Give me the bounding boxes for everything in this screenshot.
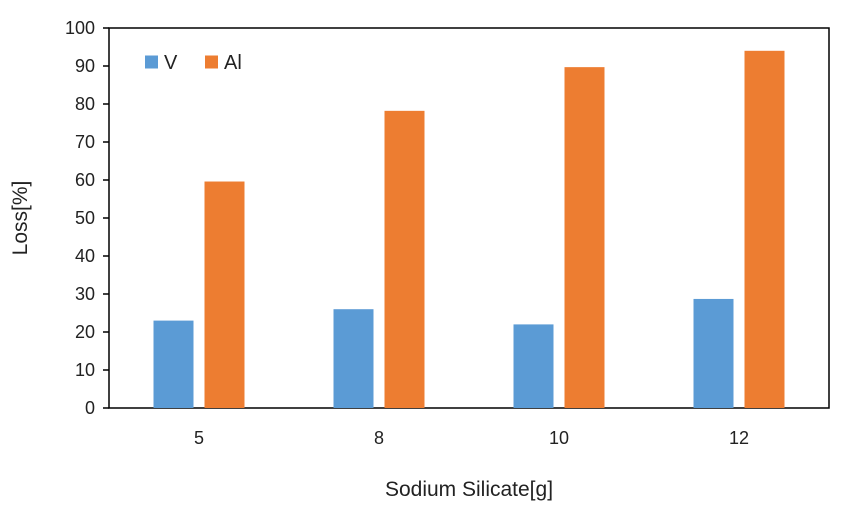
y-tick-label: 10 (75, 360, 95, 380)
y-tick-label: 60 (75, 170, 95, 190)
legend-swatch-al (205, 55, 218, 69)
x-axis-ticks: 5 8 10 12 (194, 428, 749, 448)
bar-al-10 (564, 67, 605, 408)
bar-v-12 (693, 298, 734, 408)
legend-label-al: Al (224, 52, 242, 74)
x-axis-title: Sodium Silicate[g] (385, 478, 553, 501)
y-tick-label: 70 (75, 132, 95, 152)
bar-v-10 (513, 324, 554, 408)
y-tick-label: 50 (75, 208, 95, 228)
x-tick-label: 5 (194, 428, 204, 448)
bar-v-5 (153, 320, 194, 408)
x-tick-label: 12 (729, 428, 749, 448)
bars (153, 50, 785, 409)
y-tick-label: 0 (85, 398, 95, 418)
legend-swatch-v (145, 55, 158, 69)
y-tick-label: 80 (75, 94, 95, 114)
x-tick-label: 8 (374, 428, 384, 448)
legend-label-v: V (164, 52, 178, 74)
bar-al-12 (744, 50, 785, 409)
y-axis-title: Loss[%] (9, 181, 32, 256)
y-tick-label: 40 (75, 246, 95, 266)
y-tick-label: 90 (75, 56, 95, 76)
bar-v-8 (333, 309, 374, 408)
y-tick-label: 100 (65, 18, 95, 38)
x-tick-label: 10 (549, 428, 569, 448)
y-axis-ticks: 0 10 20 30 40 50 60 70 80 90 100 (65, 18, 109, 418)
legend: V Al (145, 52, 242, 74)
y-tick-label: 20 (75, 322, 95, 342)
bar-al-8 (384, 110, 425, 408)
y-tick-label: 30 (75, 284, 95, 304)
bar-al-5 (204, 181, 245, 408)
